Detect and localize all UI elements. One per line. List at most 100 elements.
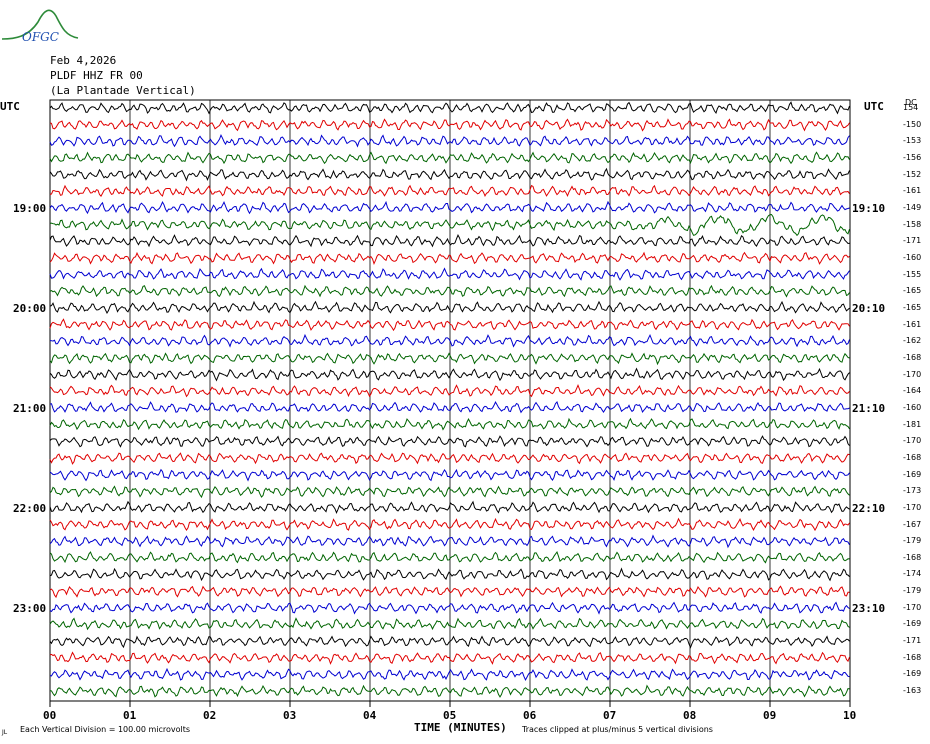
- right-hour-label: 21:10: [852, 401, 886, 415]
- scale-note: Each Vertical Division = 100.00 microvol…: [20, 725, 191, 734]
- trace-line: [49, 352, 850, 366]
- logo-text: OFGC: [22, 30, 59, 44]
- dc-value: -170: [903, 602, 922, 612]
- dc-value: -163: [903, 686, 922, 696]
- trace-line: [49, 151, 850, 165]
- dc-value: -168: [903, 552, 922, 562]
- trace-line: [49, 234, 850, 248]
- dc-value: -168: [903, 352, 922, 362]
- trace-line: [49, 213, 850, 237]
- x-tick-label: 05: [443, 709, 457, 722]
- dc-value: -170: [903, 502, 922, 512]
- ofgc-logo: OFGC: [1, 9, 79, 44]
- x-tick-label: 04: [363, 709, 377, 722]
- dc-value: -181: [903, 419, 922, 429]
- x-tick-label: 03: [283, 709, 297, 722]
- footer-mark: JL: [2, 729, 8, 736]
- dc-value: -173: [903, 486, 922, 496]
- x-tick-label: 00: [43, 709, 57, 722]
- trace-line: [49, 300, 850, 315]
- record-date: Feb 4,2026: [50, 54, 117, 67]
- x-tick-label: 07: [603, 709, 617, 722]
- dc-header: DC: [905, 98, 917, 107]
- right-hour-label: 22:10: [852, 501, 886, 515]
- dc-value: -160: [903, 402, 922, 412]
- dc-value: -155: [903, 269, 922, 279]
- trace-line: [49, 684, 850, 698]
- dc-value: -171: [903, 236, 922, 246]
- dc-value: -150: [903, 119, 922, 129]
- trace-line: [49, 200, 850, 215]
- trace-line: [49, 651, 850, 665]
- trace-line: [49, 585, 850, 599]
- dc-value: -168: [903, 452, 922, 462]
- trace-line: [49, 485, 850, 499]
- trace-line: [49, 267, 850, 281]
- trace-line: [49, 383, 850, 398]
- dc-value: 154: [903, 103, 919, 112]
- left-hour-label: 22:00: [13, 501, 47, 515]
- plot-grid: [49, 99, 851, 707]
- trace-line: [49, 251, 850, 265]
- dc-value: -170: [903, 436, 922, 446]
- dc-value: -160: [903, 252, 922, 262]
- x-tick-label: 10: [843, 709, 857, 722]
- trace-line: [49, 184, 850, 198]
- dc-value: -161: [903, 319, 922, 329]
- dc-value: -149: [903, 202, 922, 212]
- trace-line: [49, 167, 850, 182]
- dc-value: -167: [903, 519, 922, 529]
- trace-line: [49, 567, 850, 582]
- right-hour-label: 19:10: [852, 201, 886, 215]
- dc-value: -171: [903, 636, 922, 646]
- trace-line: [49, 118, 850, 132]
- trace-line: [49, 417, 850, 431]
- dc-value: -174: [903, 569, 922, 579]
- right-hour-label: 20:10: [852, 301, 886, 315]
- station-location: (La Plantade Vertical): [50, 84, 196, 97]
- trace-line: [49, 284, 850, 298]
- trace-line: [49, 133, 850, 148]
- dc-value: -156: [903, 152, 922, 162]
- trace-line: [49, 601, 850, 615]
- trace-line: [49, 101, 850, 115]
- trace-line: [49, 667, 850, 682]
- left-hour-label: 21:00: [13, 401, 47, 415]
- trace-line: [49, 318, 850, 332]
- dc-value: -169: [903, 469, 922, 479]
- trace-line: [49, 333, 850, 348]
- trace-line: [49, 617, 850, 631]
- trace-line: [49, 468, 850, 482]
- x-tick-label: 08: [683, 709, 697, 722]
- trace-line: [49, 500, 850, 515]
- dc-value: -164: [903, 386, 922, 396]
- trace-line: [49, 435, 850, 448]
- dc-value: -165: [903, 302, 922, 312]
- dc-value: -169: [903, 619, 922, 629]
- dc-value: -162: [903, 336, 922, 346]
- clip-note: Traces clipped at plus/minus 5 vertical …: [522, 725, 713, 734]
- left-hour-label: 23:00: [13, 601, 47, 615]
- right-utc-label: UTC: [864, 100, 884, 113]
- trace-line: [49, 534, 850, 549]
- dc-value: -169: [903, 669, 922, 679]
- dc-value: -165: [903, 286, 922, 296]
- dc-value: -170: [903, 369, 922, 379]
- x-tick-label: 06: [523, 709, 537, 722]
- seismic-traces: [49, 101, 850, 698]
- x-axis-title: TIME (MINUTES): [414, 721, 507, 734]
- dc-value: -158: [903, 219, 922, 229]
- dc-value: -152: [903, 169, 922, 179]
- trace-line: [49, 452, 850, 465]
- dc-value: -179: [903, 536, 922, 546]
- station-code: PLDF HHZ FR 00: [50, 69, 143, 82]
- dc-value: -153: [903, 136, 922, 146]
- trace-line: [49, 635, 850, 649]
- x-tick-label: 01: [123, 709, 137, 722]
- dc-value: -161: [903, 186, 922, 196]
- left-hour-label: 19:00: [13, 201, 47, 215]
- left-hour-label: 20:00: [13, 301, 47, 315]
- x-tick-label: 02: [203, 709, 217, 722]
- dc-value: -179: [903, 586, 922, 596]
